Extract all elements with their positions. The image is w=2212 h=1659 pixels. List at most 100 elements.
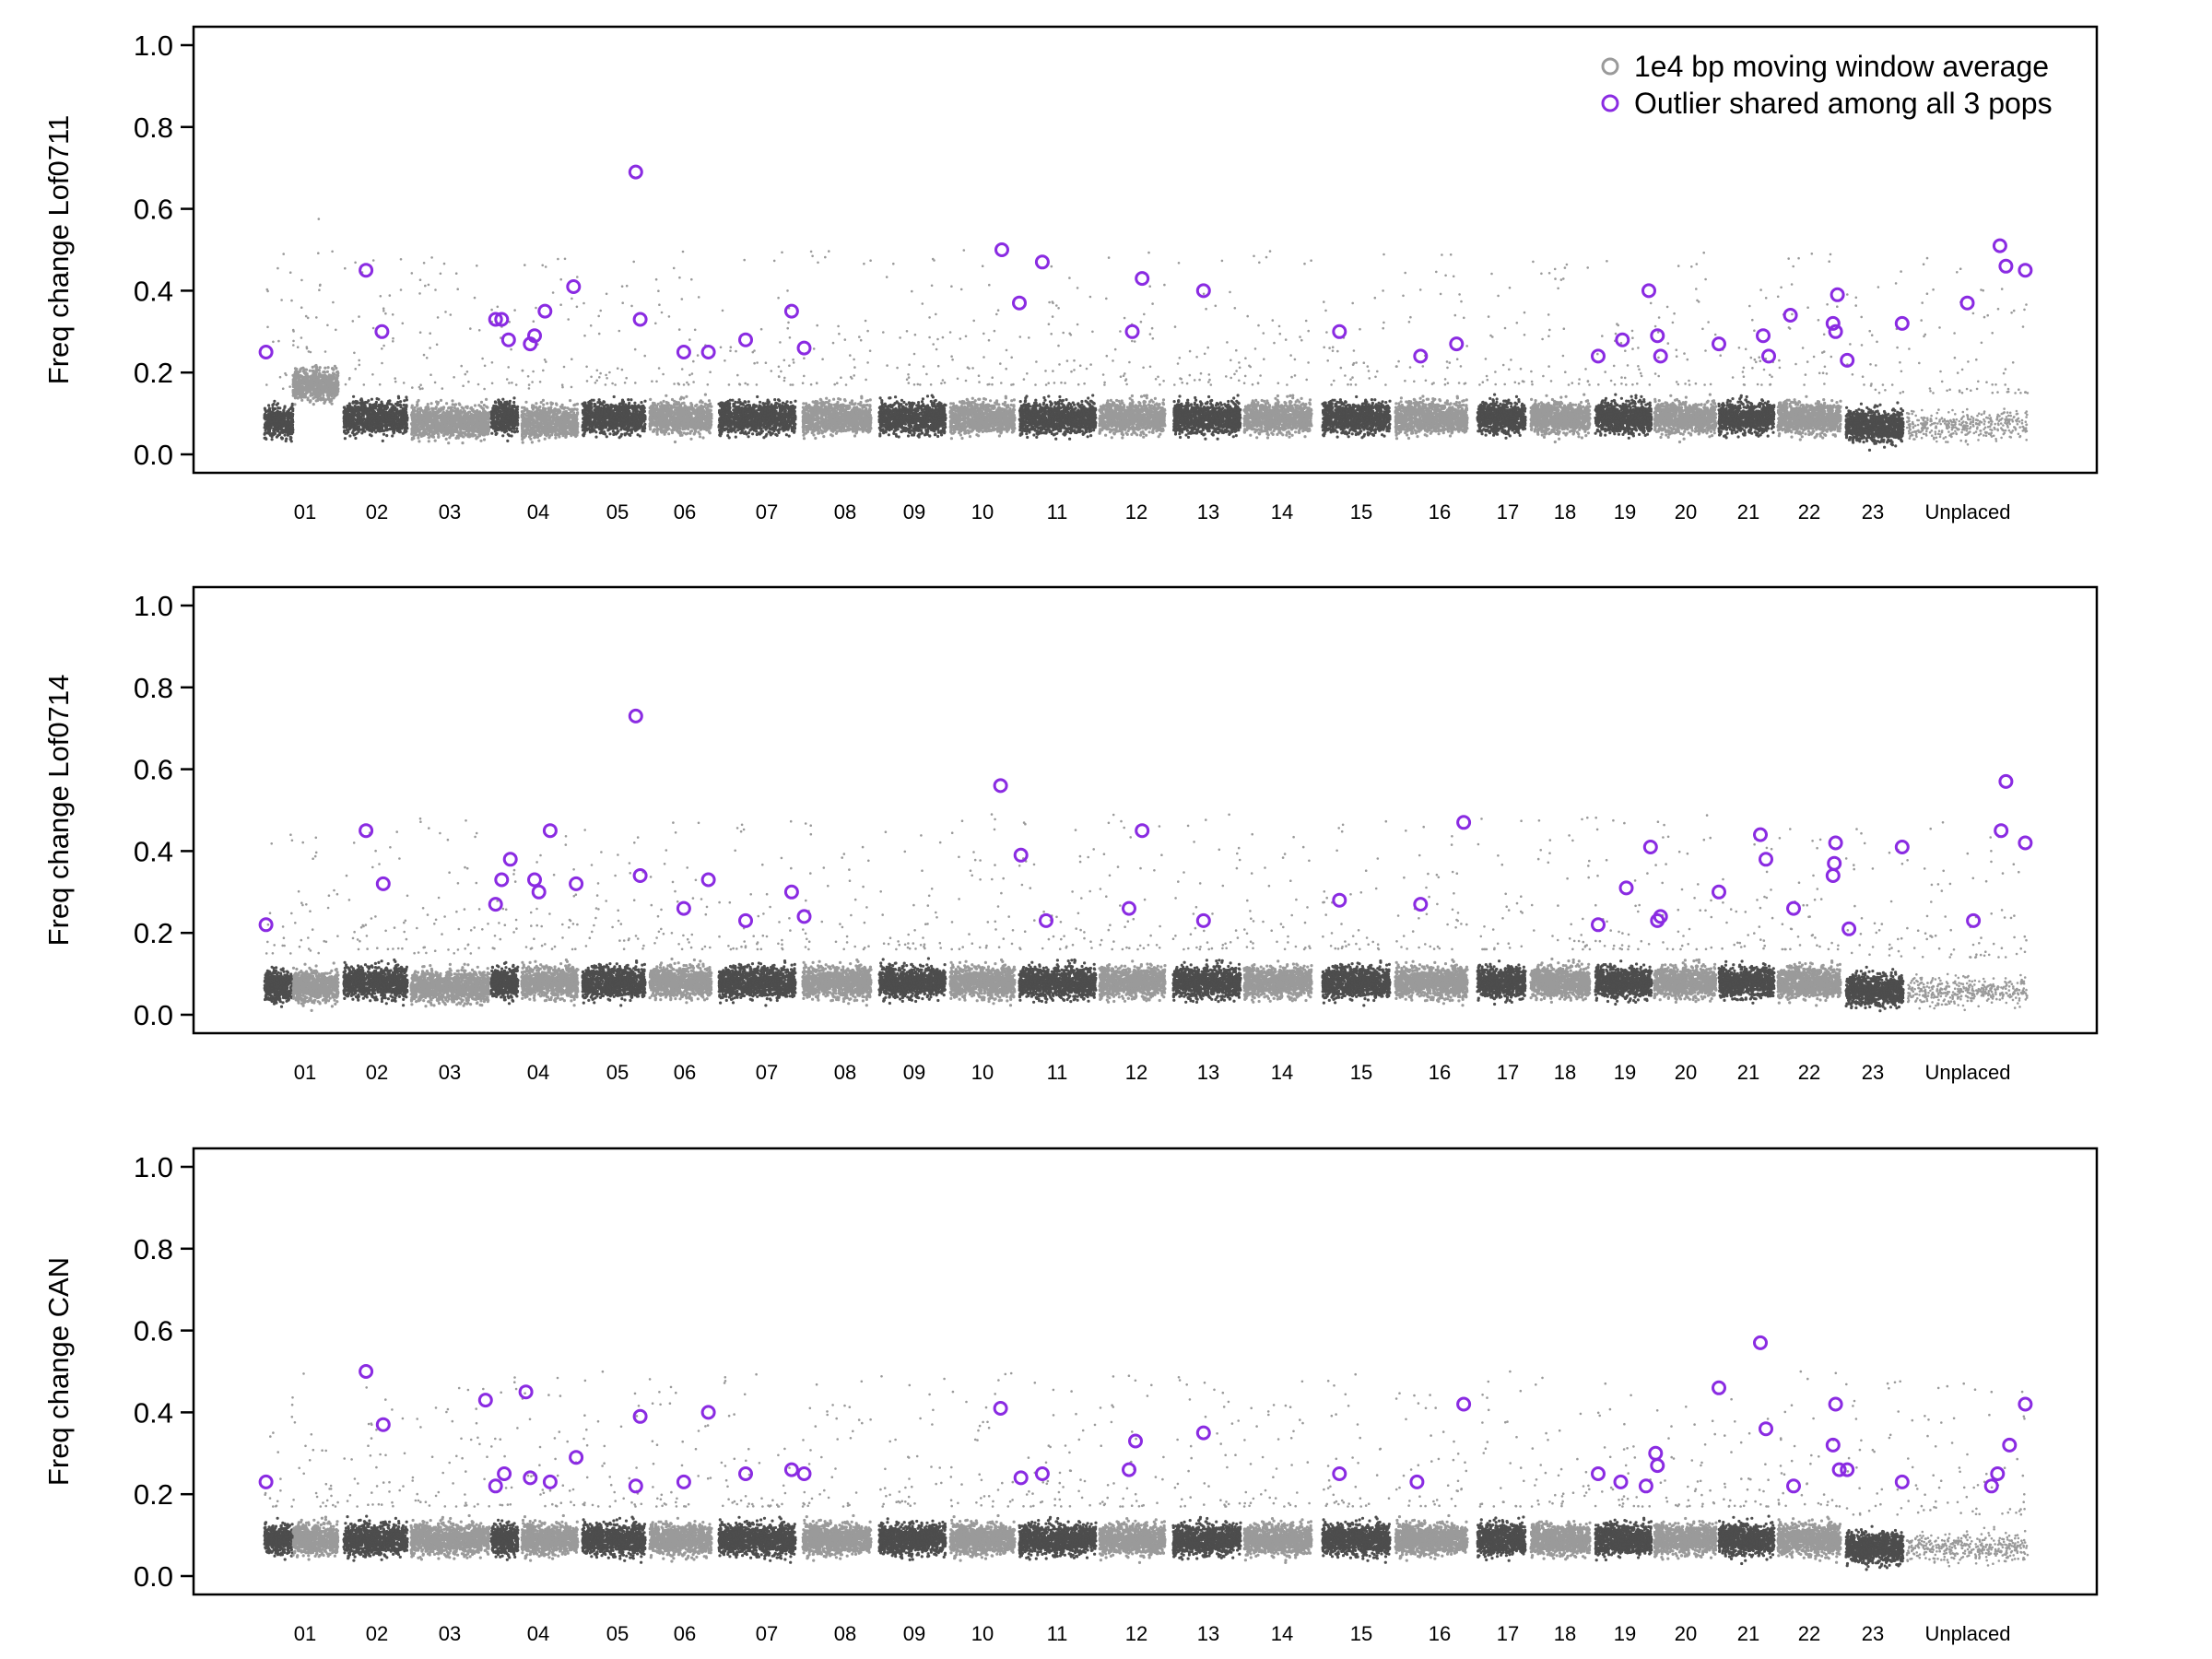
background-point: [335, 393, 338, 395]
background-point: [372, 427, 375, 429]
panels-group: 0.00.20.40.60.81.001 02 03 04 05 06 07 08 09 10 11…: [42, 27, 2097, 1645]
background-point: [276, 402, 279, 405]
background-point: [354, 418, 357, 421]
background-point: [397, 395, 400, 398]
background-point: [326, 324, 329, 327]
background-point: [356, 400, 359, 403]
background-point: [353, 352, 356, 355]
background-point: [404, 421, 406, 424]
background-point: [314, 364, 317, 367]
background-point: [392, 409, 394, 412]
background-point: [403, 399, 406, 402]
background-point: [324, 387, 326, 390]
background-point: [312, 403, 315, 406]
background-point: [324, 367, 326, 370]
background-point: [264, 423, 266, 426]
background-point: [394, 381, 397, 383]
background-point: [306, 372, 309, 375]
background-point: [373, 423, 376, 426]
background-point: [322, 382, 324, 384]
background-point: [276, 436, 278, 439]
background-point: [391, 424, 394, 427]
background-point: [348, 405, 351, 407]
background-point: [276, 425, 278, 428]
background-point: [289, 271, 292, 274]
background-point: [434, 440, 437, 442]
background-point: [403, 404, 406, 406]
background-point: [359, 406, 362, 408]
background-point: [271, 404, 274, 406]
background-point: [292, 329, 295, 332]
background-point: [279, 414, 282, 417]
background-point: [389, 409, 392, 412]
background-point: [330, 394, 333, 397]
background-point: [358, 315, 360, 318]
background-point: [366, 412, 369, 415]
background-point: [313, 383, 316, 386]
background-point: [300, 399, 303, 402]
background-point: [279, 376, 282, 379]
background-point: [354, 437, 357, 440]
background-point: [357, 418, 359, 420]
background-point: [374, 413, 377, 416]
background-point: [352, 320, 355, 323]
background-point: [283, 412, 286, 415]
background-point: [312, 366, 314, 369]
background-point: [305, 386, 308, 389]
background-point: [348, 377, 351, 380]
background-point: [391, 403, 394, 406]
background-point: [332, 375, 335, 378]
background-point: [343, 426, 346, 429]
background-point: [382, 418, 385, 420]
background-point: [265, 418, 268, 420]
background-point: [389, 294, 392, 297]
background-point: [385, 429, 388, 431]
background-point: [312, 371, 315, 374]
background-point: [381, 362, 383, 365]
background-point: [336, 371, 339, 373]
background-point: [280, 299, 283, 301]
background-point: [309, 391, 312, 394]
background-point: [305, 392, 308, 394]
background-point: [298, 384, 300, 387]
background-point: [385, 434, 388, 437]
background-point: [404, 411, 406, 414]
background-point: [274, 416, 276, 418]
background-point: [324, 384, 326, 387]
background-point: [318, 288, 321, 291]
background-point: [289, 436, 292, 439]
background-point: [406, 426, 408, 429]
background-point: [319, 375, 322, 378]
background-point: [281, 437, 284, 440]
background-point: [352, 400, 355, 403]
background-point: [314, 370, 317, 372]
background-point: [327, 366, 330, 369]
background-point: [363, 430, 366, 433]
background-point: [319, 383, 322, 386]
background-point: [358, 427, 360, 429]
background-point: [371, 398, 373, 401]
background-point: [377, 418, 380, 421]
background-point: [288, 408, 290, 411]
background-point: [322, 371, 324, 373]
background-point: [281, 420, 284, 423]
background-point: [287, 434, 289, 437]
background-point: [264, 432, 266, 435]
background-point: [297, 346, 300, 348]
background-point: [335, 381, 337, 383]
background-point: [307, 398, 310, 401]
background-point: [343, 429, 346, 432]
background-point: [288, 385, 291, 388]
background-point: [322, 398, 324, 401]
background-point: [360, 431, 363, 434]
background-point: [277, 418, 280, 420]
background-point: [282, 387, 285, 390]
background-point: [394, 427, 396, 429]
background-point: [345, 383, 347, 386]
background-point: [348, 434, 351, 437]
background-point: [318, 369, 321, 371]
background-point: [292, 344, 295, 347]
background-point: [384, 312, 387, 315]
background-point: [319, 366, 322, 369]
background-point: [269, 425, 272, 428]
